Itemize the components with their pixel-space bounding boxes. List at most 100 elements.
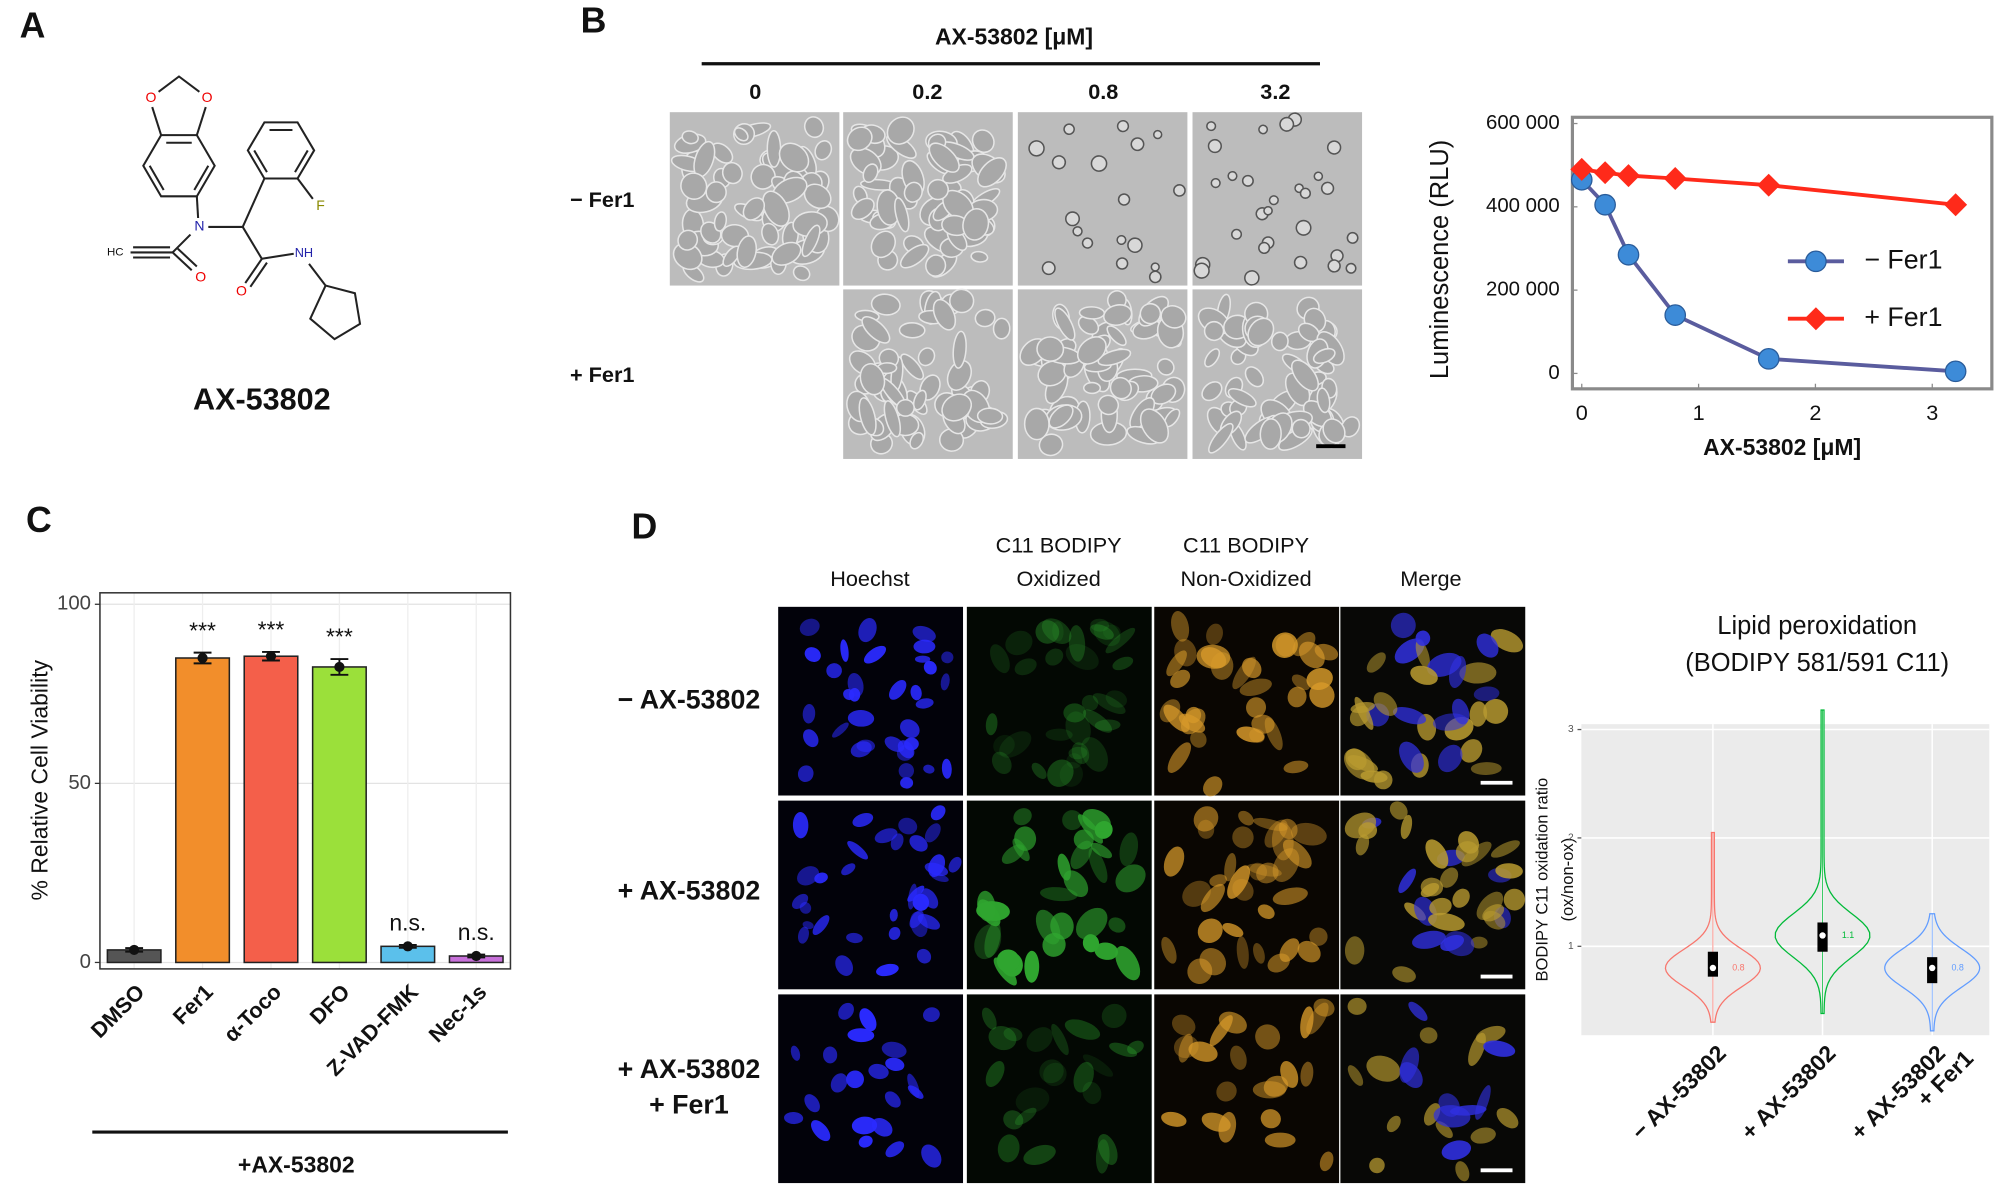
cell xyxy=(797,866,820,886)
cell xyxy=(898,817,918,835)
cell xyxy=(940,673,950,691)
cell xyxy=(1188,1041,1218,1062)
cell xyxy=(1193,262,1210,279)
median xyxy=(1928,964,1936,972)
mean-point xyxy=(197,652,208,664)
cell xyxy=(1238,810,1254,826)
cell xyxy=(917,913,941,930)
cell xyxy=(1094,942,1119,960)
cell xyxy=(1028,140,1045,157)
cell xyxy=(984,921,1001,958)
atom-label: F xyxy=(316,197,325,213)
cell xyxy=(1106,325,1127,347)
marker xyxy=(1757,173,1781,197)
cell xyxy=(1241,174,1254,187)
series-line xyxy=(1580,178,1956,374)
cell xyxy=(1035,620,1060,644)
cell xyxy=(1230,1045,1247,1070)
cell xyxy=(946,359,972,391)
cell xyxy=(913,639,936,654)
cell xyxy=(974,308,996,328)
cell xyxy=(1470,936,1488,949)
cell xyxy=(1227,865,1250,899)
cell xyxy=(761,222,780,246)
panel-label: B xyxy=(581,0,607,40)
cell xyxy=(1298,641,1325,669)
median xyxy=(1819,932,1826,939)
micrograph xyxy=(1017,289,1188,459)
cell xyxy=(1270,331,1289,352)
cell xyxy=(1173,1035,1199,1059)
cell xyxy=(1065,711,1091,746)
cell xyxy=(1115,864,1146,893)
x-tick-label: α-Toco xyxy=(219,979,287,1047)
plot-bg xyxy=(99,592,511,969)
cell xyxy=(1326,140,1342,155)
cell xyxy=(1209,874,1227,887)
bond xyxy=(253,149,268,173)
cell xyxy=(885,1141,905,1158)
cell xyxy=(1320,181,1335,195)
cell xyxy=(915,698,934,709)
cell xyxy=(871,1117,893,1137)
cell xyxy=(847,672,864,697)
cell xyxy=(802,921,814,930)
cell xyxy=(990,644,1010,674)
bar xyxy=(243,655,299,964)
bar xyxy=(311,666,367,964)
cell xyxy=(1415,639,1430,669)
cell xyxy=(898,322,926,339)
cell xyxy=(948,856,962,873)
micrograph xyxy=(778,606,964,796)
cell xyxy=(1216,1081,1237,1102)
cell xyxy=(912,389,927,411)
cell xyxy=(784,1111,804,1125)
atom-label: O xyxy=(202,89,213,105)
cell xyxy=(1054,307,1076,341)
micrograph-bg xyxy=(1017,112,1188,286)
cell xyxy=(1279,116,1295,132)
bond xyxy=(241,226,263,260)
cell xyxy=(846,932,863,944)
cell xyxy=(932,298,957,331)
cell xyxy=(850,197,875,221)
cell xyxy=(1065,211,1081,227)
significance-label: n.s. xyxy=(389,910,426,936)
cell xyxy=(874,828,898,844)
micrograph xyxy=(778,800,964,990)
cell xyxy=(862,163,879,184)
cell xyxy=(909,835,928,852)
cell xyxy=(1345,262,1357,274)
cell xyxy=(1073,829,1094,850)
cell xyxy=(898,763,915,779)
group-label: +AX-53802 xyxy=(238,1152,355,1178)
median-label: 1.1 xyxy=(1842,930,1854,940)
cell xyxy=(1415,630,1431,646)
cell xyxy=(1503,888,1526,911)
cell xyxy=(1470,762,1502,775)
median-label: 0.8 xyxy=(1951,962,1963,972)
cell xyxy=(790,1045,801,1061)
bond xyxy=(261,252,294,260)
cell xyxy=(1206,121,1217,132)
cell xyxy=(1257,904,1275,920)
cell xyxy=(1386,1115,1401,1133)
cell xyxy=(1178,1033,1193,1063)
cell xyxy=(1040,887,1078,902)
cell xyxy=(1014,1107,1037,1126)
cell xyxy=(1051,155,1067,170)
micrograph xyxy=(1340,994,1526,1184)
cell xyxy=(1420,883,1440,898)
cell xyxy=(1097,394,1120,416)
bond xyxy=(296,177,314,200)
cell xyxy=(981,1007,997,1030)
cell xyxy=(917,347,936,367)
cell xyxy=(1139,302,1162,325)
cell xyxy=(1115,946,1141,981)
bond xyxy=(195,196,200,219)
cell xyxy=(1222,923,1244,938)
cell xyxy=(1081,737,1108,772)
cell xyxy=(1171,1014,1196,1036)
cell xyxy=(1253,817,1288,831)
bar xyxy=(175,657,231,964)
